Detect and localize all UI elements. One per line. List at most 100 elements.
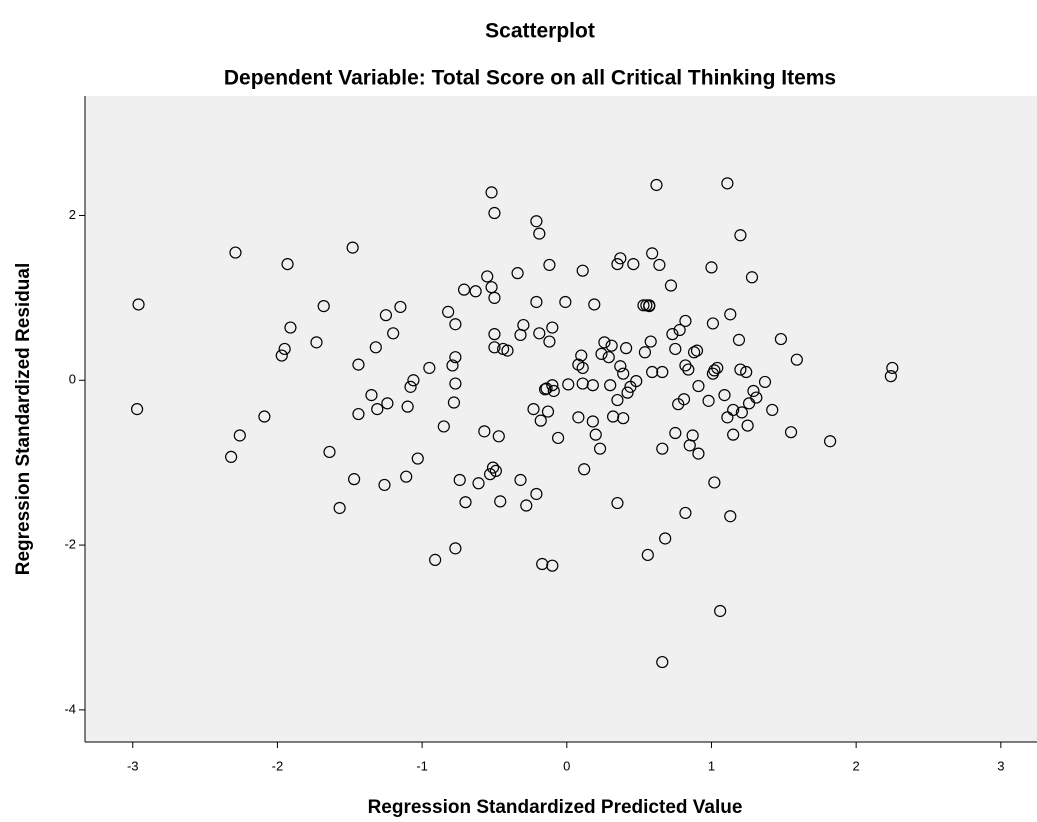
y-tick-label: 2 [69, 207, 76, 222]
scatter-point [637, 299, 650, 312]
scatter-point [488, 291, 501, 304]
scatter-point [132, 298, 145, 311]
scatter-point [546, 379, 559, 392]
scatter-point [745, 271, 759, 284]
scatter-point [229, 246, 242, 259]
scatter-point [727, 428, 740, 441]
scatter-point [650, 178, 663, 192]
scatter-point [225, 450, 238, 464]
scatter-point [669, 342, 682, 356]
scatter-point [278, 342, 291, 356]
scatter-point [407, 374, 420, 387]
scatter-point [575, 349, 588, 362]
scatter-point [457, 283, 471, 296]
scatter-point [679, 359, 692, 372]
scatter-point [379, 309, 393, 322]
scatter-point [520, 499, 533, 512]
x-tick-label: 3 [997, 758, 1004, 773]
scatter-point [611, 257, 624, 271]
scatter-point [552, 431, 565, 445]
scatter-point [284, 321, 297, 334]
x-axis-title: Regression Standardized Predicted Value [368, 797, 743, 818]
scatter-point [614, 360, 627, 373]
scatter-point [449, 377, 462, 390]
scatter-point [718, 389, 731, 402]
scatter-point [884, 370, 897, 383]
scatter-point [656, 365, 669, 379]
scatter-point [488, 341, 501, 354]
scatter-point [541, 405, 555, 418]
scatter-point [734, 363, 747, 376]
scatter-point [617, 367, 630, 380]
scatter-point [614, 252, 627, 265]
scatter-point [705, 261, 718, 274]
scatter-point [688, 346, 701, 359]
scatter-point [485, 186, 498, 199]
scatter-point [527, 403, 540, 416]
scatter-point [517, 318, 530, 332]
scatter-point [346, 241, 359, 254]
scatter-point [714, 604, 727, 618]
scatter-point [673, 323, 686, 337]
scatter-point [758, 375, 772, 389]
scatter-point [540, 382, 553, 395]
scatter-point [378, 478, 391, 492]
scatter-point [669, 426, 682, 440]
scatter-point [750, 391, 763, 404]
scatter-point [514, 473, 527, 487]
scatter-point [533, 327, 546, 340]
scatter-point [447, 396, 461, 409]
scatter-point [589, 428, 602, 441]
scatter-point [686, 429, 699, 442]
scatter-point [706, 317, 720, 330]
scatter-point [656, 442, 669, 455]
scatter-point [646, 365, 659, 379]
scatter-point [449, 542, 462, 555]
scatter-point [630, 374, 643, 388]
scatter-point [352, 358, 365, 371]
scatter-point [536, 557, 549, 571]
scatter-point [365, 389, 378, 402]
scatter-point [627, 257, 640, 271]
y-tick-label: -4 [64, 701, 76, 716]
scatter-point [387, 327, 400, 340]
scatter-point [488, 206, 501, 220]
scatter-point [664, 279, 678, 292]
scatter-point [486, 461, 500, 474]
scatter-point [572, 358, 585, 371]
scatter-point [484, 468, 497, 481]
scatter-point [735, 406, 748, 419]
scatter-point [588, 298, 601, 311]
scatter-point [348, 473, 361, 486]
scatter-point [559, 295, 572, 309]
scatter-point [593, 442, 607, 455]
scatter-point [492, 430, 505, 443]
scatter-point [692, 447, 705, 460]
scatter-point [488, 328, 501, 341]
scatter-point [442, 305, 455, 318]
scatter-point [572, 411, 585, 424]
scatter-point [711, 361, 724, 375]
scatter-point [546, 559, 559, 572]
scatter-point [886, 361, 899, 375]
scatter-point [690, 344, 704, 357]
scatter-point [724, 510, 737, 523]
plot-area [85, 96, 1037, 742]
scatter-point [233, 429, 246, 442]
scatter-point [586, 415, 599, 428]
scatter-point [643, 299, 656, 312]
x-tick-label: -2 [272, 758, 284, 773]
scatter-point [453, 473, 466, 487]
chart-subtitle: Dependent Variable: Total Score on all C… [224, 67, 836, 90]
scatter-point [534, 414, 547, 427]
scatter-point [530, 295, 543, 309]
scatter-point [679, 314, 692, 328]
scatter-point [644, 335, 657, 348]
scatter-point [400, 470, 413, 483]
scatter-point [501, 344, 514, 357]
scatter-point [423, 361, 436, 375]
scatter-point [381, 397, 394, 410]
scatter-point [576, 377, 589, 390]
